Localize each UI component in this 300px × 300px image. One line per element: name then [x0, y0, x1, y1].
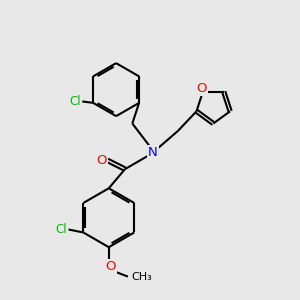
Text: Cl: Cl — [56, 223, 67, 236]
Text: Cl: Cl — [70, 95, 81, 108]
Text: N: N — [148, 146, 158, 159]
Text: CH₃: CH₃ — [131, 272, 152, 282]
Text: O: O — [105, 260, 116, 273]
Text: O: O — [96, 154, 107, 167]
Text: O: O — [196, 82, 207, 95]
